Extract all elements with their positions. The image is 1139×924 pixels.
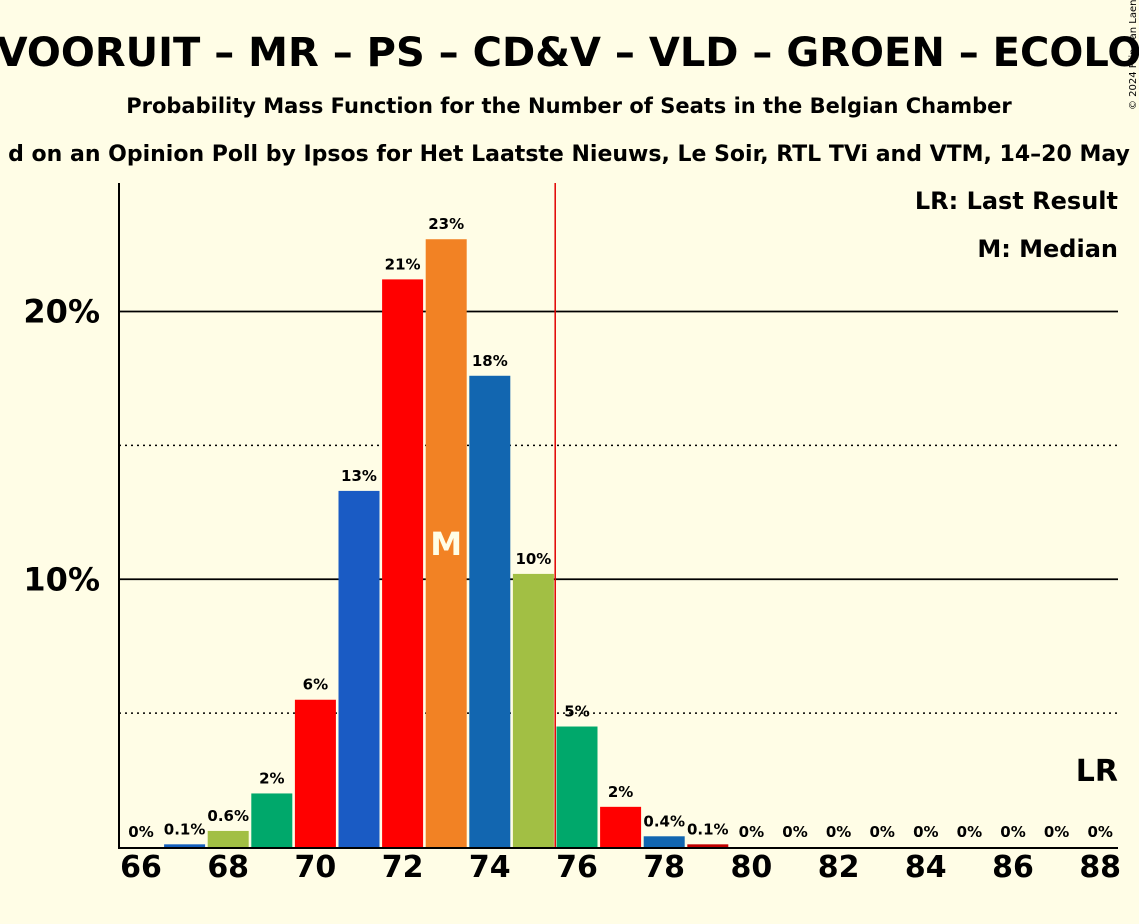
data-label-85: 0% (957, 823, 982, 841)
bar-70 (294, 699, 336, 847)
bar-69 (251, 793, 293, 847)
data-label-70: 6% (303, 676, 328, 694)
data-label-69: 2% (259, 769, 284, 787)
data-label-71: 13% (341, 467, 377, 485)
data-label-79: 0.1% (687, 820, 729, 838)
median-marker: M (430, 525, 462, 563)
data-label-73: 23% (428, 215, 464, 233)
data-label-75: 10% (515, 550, 551, 568)
bar-74 (469, 375, 511, 847)
legend-median: M: Median (977, 235, 1118, 263)
copyright-note: © 2024 Filip van Laenen (1128, 0, 1139, 110)
bar-78 (643, 836, 685, 847)
last-result-marker: LR (1076, 754, 1118, 789)
chart-source: d on an Opinion Poll by Ipsos for Het La… (8, 142, 1130, 167)
x-tick-86: 86 (992, 850, 1034, 885)
bar-71 (338, 490, 380, 847)
y-tick-20: 20% (23, 293, 100, 331)
bar-68 (207, 830, 249, 847)
data-label-68: 0.6% (207, 807, 249, 825)
chart-title: VOORUIT – MR – PS – CD&V – VLD – GROEN –… (0, 30, 1139, 76)
x-tick-68: 68 (207, 850, 249, 885)
axes (118, 183, 1118, 849)
chart-subtitle: Probability Mass Function for the Number… (126, 94, 1012, 118)
data-labels: 0% 0.1%0.6%2%6%13%21%23%18%10%5%2%0.4% 0.1… (128, 215, 1113, 841)
x-tick-88: 88 (1079, 850, 1121, 885)
bar-67 (164, 844, 206, 847)
x-tick-76: 76 (556, 850, 598, 885)
x-tick-70: 70 (295, 850, 337, 885)
data-label-83: 0% (869, 823, 894, 841)
data-label-77: 2% (608, 783, 633, 801)
bar-73 (425, 239, 467, 847)
x-tick-labels: 66 68 70 72 74 76 78 80 82 84 86 88 (120, 850, 1121, 885)
data-label-88: 0% (1087, 823, 1112, 841)
data-label-67: 0.1% (164, 820, 206, 838)
x-tick-84: 84 (905, 850, 947, 885)
data-label-74: 18% (472, 352, 508, 370)
data-label-76: 5% (564, 703, 589, 721)
x-tick-66: 66 (120, 850, 162, 885)
bar-75 (512, 573, 554, 847)
bar-72 (382, 279, 424, 847)
data-label-78: 0.4% (643, 812, 685, 830)
data-label-80: 0% (739, 823, 764, 841)
x-tick-78: 78 (643, 850, 685, 885)
y-tick-labels: 10% 20% (23, 293, 100, 599)
bars: M (164, 239, 729, 847)
data-label-72: 21% (385, 255, 421, 273)
x-tick-72: 72 (382, 850, 424, 885)
data-label-87: 0% (1044, 823, 1069, 841)
data-label-86: 0% (1000, 823, 1025, 841)
data-label-81: 0% (782, 823, 807, 841)
gridlines (119, 310, 1118, 714)
legend-last-result: LR: Last Result (915, 187, 1118, 215)
data-label-66: 0% (128, 823, 153, 841)
data-label-82: 0% (826, 823, 851, 841)
y-tick-10: 10% (23, 560, 100, 598)
data-label-84: 0% (913, 823, 938, 841)
x-tick-82: 82 (818, 850, 860, 885)
bar-77 (600, 806, 642, 847)
bar-76 (556, 726, 598, 847)
x-tick-74: 74 (469, 850, 511, 885)
x-tick-80: 80 (731, 850, 773, 885)
bar-79 (687, 844, 729, 847)
